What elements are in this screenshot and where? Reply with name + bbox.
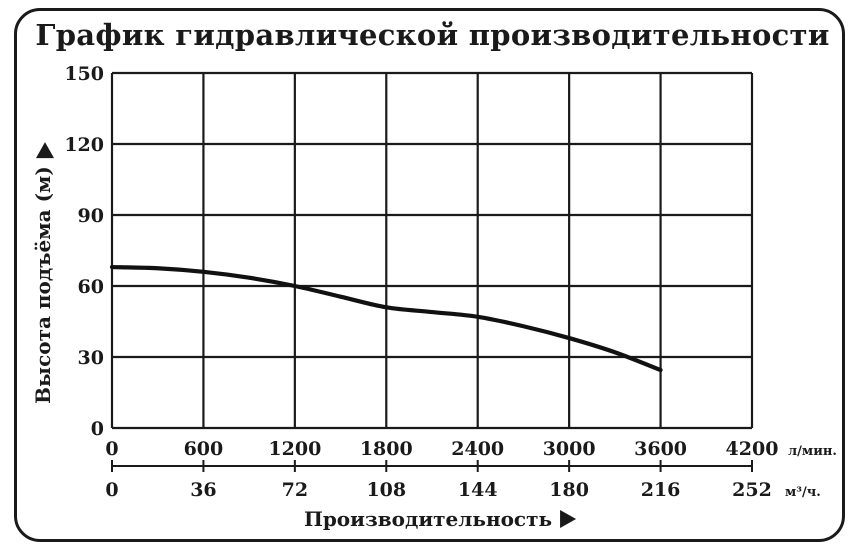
y-axis-title: Высота подъёма (м) — [31, 166, 55, 404]
x2-tick-label: 36 — [190, 479, 216, 501]
y-tick-label: 120 — [64, 134, 104, 156]
x2-tick-label: 108 — [366, 479, 406, 501]
x2-tick-label: 180 — [549, 479, 589, 501]
x-tick-label: 600 — [184, 438, 224, 460]
x-tick-label: 4200 — [726, 438, 779, 460]
x-axis-arrow-icon — [560, 510, 577, 528]
x-tick-label: 1800 — [360, 438, 413, 460]
x-tick-label: 2400 — [451, 438, 504, 460]
x2-unit-label: м³/ч. — [785, 485, 821, 500]
x-tick-label: 3600 — [634, 438, 687, 460]
series-line — [109, 264, 663, 373]
x2-tick-label: 252 — [732, 479, 772, 501]
x-tick-label: 1200 — [268, 438, 321, 460]
x2-tick-label: 144 — [458, 479, 498, 501]
x-tick-label: 3000 — [543, 438, 596, 460]
y-axis-arrow-icon — [36, 142, 54, 159]
x2-tick-label: 72 — [282, 479, 308, 501]
grid-layer — [110, 71, 754, 430]
y-tick-label: 90 — [78, 205, 104, 227]
y-tick-label: 150 — [64, 63, 104, 85]
y-tick-label: 60 — [78, 276, 104, 298]
series-layer — [109, 264, 663, 373]
y-tick-label: 0 — [91, 418, 104, 440]
x2-tick-label: 216 — [641, 479, 681, 501]
chart-title: График гидравлической производительности — [35, 18, 830, 52]
axis-layer — [111, 460, 753, 472]
y-tick-label: 30 — [78, 347, 104, 369]
x-axis-title: Производительность — [304, 507, 552, 531]
x2-tick-label: 0 — [105, 479, 118, 501]
x-unit-label: л/мин. — [788, 444, 837, 459]
chart-frame — [14, 8, 845, 542]
x-tick-label: 0 — [105, 438, 118, 460]
